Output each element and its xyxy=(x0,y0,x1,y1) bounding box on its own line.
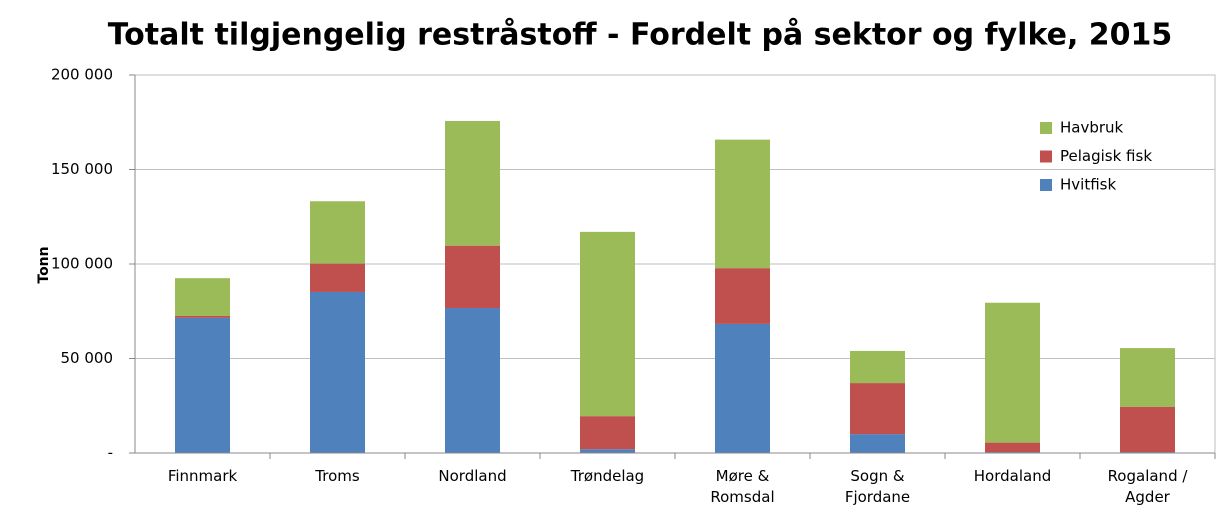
bar-segment xyxy=(310,291,365,453)
bar-segment xyxy=(175,278,230,316)
bar-segment xyxy=(310,201,365,264)
x-tick-label: Trøndelag xyxy=(570,467,645,485)
bar-segment xyxy=(715,139,770,269)
bar-segment xyxy=(1120,406,1175,453)
bar-segment xyxy=(1120,348,1175,407)
bar-segment xyxy=(445,308,500,453)
y-tick-label: 200 000 xyxy=(51,66,113,84)
y-axis-label: Tonn xyxy=(36,246,52,283)
bar-segment xyxy=(580,231,635,417)
legend-label: Pelagisk fisk xyxy=(1060,147,1152,165)
y-tick-label: 150 000 xyxy=(51,160,113,178)
bar-segment xyxy=(445,245,500,309)
legend-swatch xyxy=(1040,150,1052,163)
x-tick-label: Nordland xyxy=(438,467,507,485)
x-tick-label: Sogn & Fjordane xyxy=(844,467,911,506)
bar-segment xyxy=(175,317,230,453)
bar-segment xyxy=(175,315,230,318)
bar-segment xyxy=(985,442,1040,453)
legend-label: Havbruk xyxy=(1060,119,1124,137)
legend-label: Hvitfisk xyxy=(1060,176,1116,194)
x-tick-label: Troms xyxy=(315,467,360,485)
bar-segment xyxy=(850,350,905,384)
x-tick-label: Finnmark xyxy=(167,467,238,485)
bar-segment xyxy=(850,434,905,453)
x-tick-label: Rogaland / Agder xyxy=(1107,467,1188,506)
y-tick-label: 50 000 xyxy=(61,349,114,367)
bar-segment xyxy=(580,449,635,453)
bar-segment xyxy=(715,268,770,324)
bar-segment xyxy=(310,263,365,292)
legend-swatch xyxy=(1040,122,1052,134)
bar-segment xyxy=(850,383,905,435)
y-tick-label: 100 000 xyxy=(51,255,113,273)
y-tick-label: - xyxy=(108,444,113,462)
bar-segment xyxy=(445,120,500,246)
x-tick-label: Hordaland xyxy=(973,467,1052,485)
bar-segment xyxy=(580,416,635,450)
bar-segment xyxy=(715,323,770,453)
chart-title: Totalt tilgjengelig restråstoff - Fordel… xyxy=(108,17,1173,53)
legend-swatch xyxy=(1040,179,1052,191)
x-tick-label: Møre & Romsdal xyxy=(710,467,775,506)
bar-segment xyxy=(985,302,1040,443)
